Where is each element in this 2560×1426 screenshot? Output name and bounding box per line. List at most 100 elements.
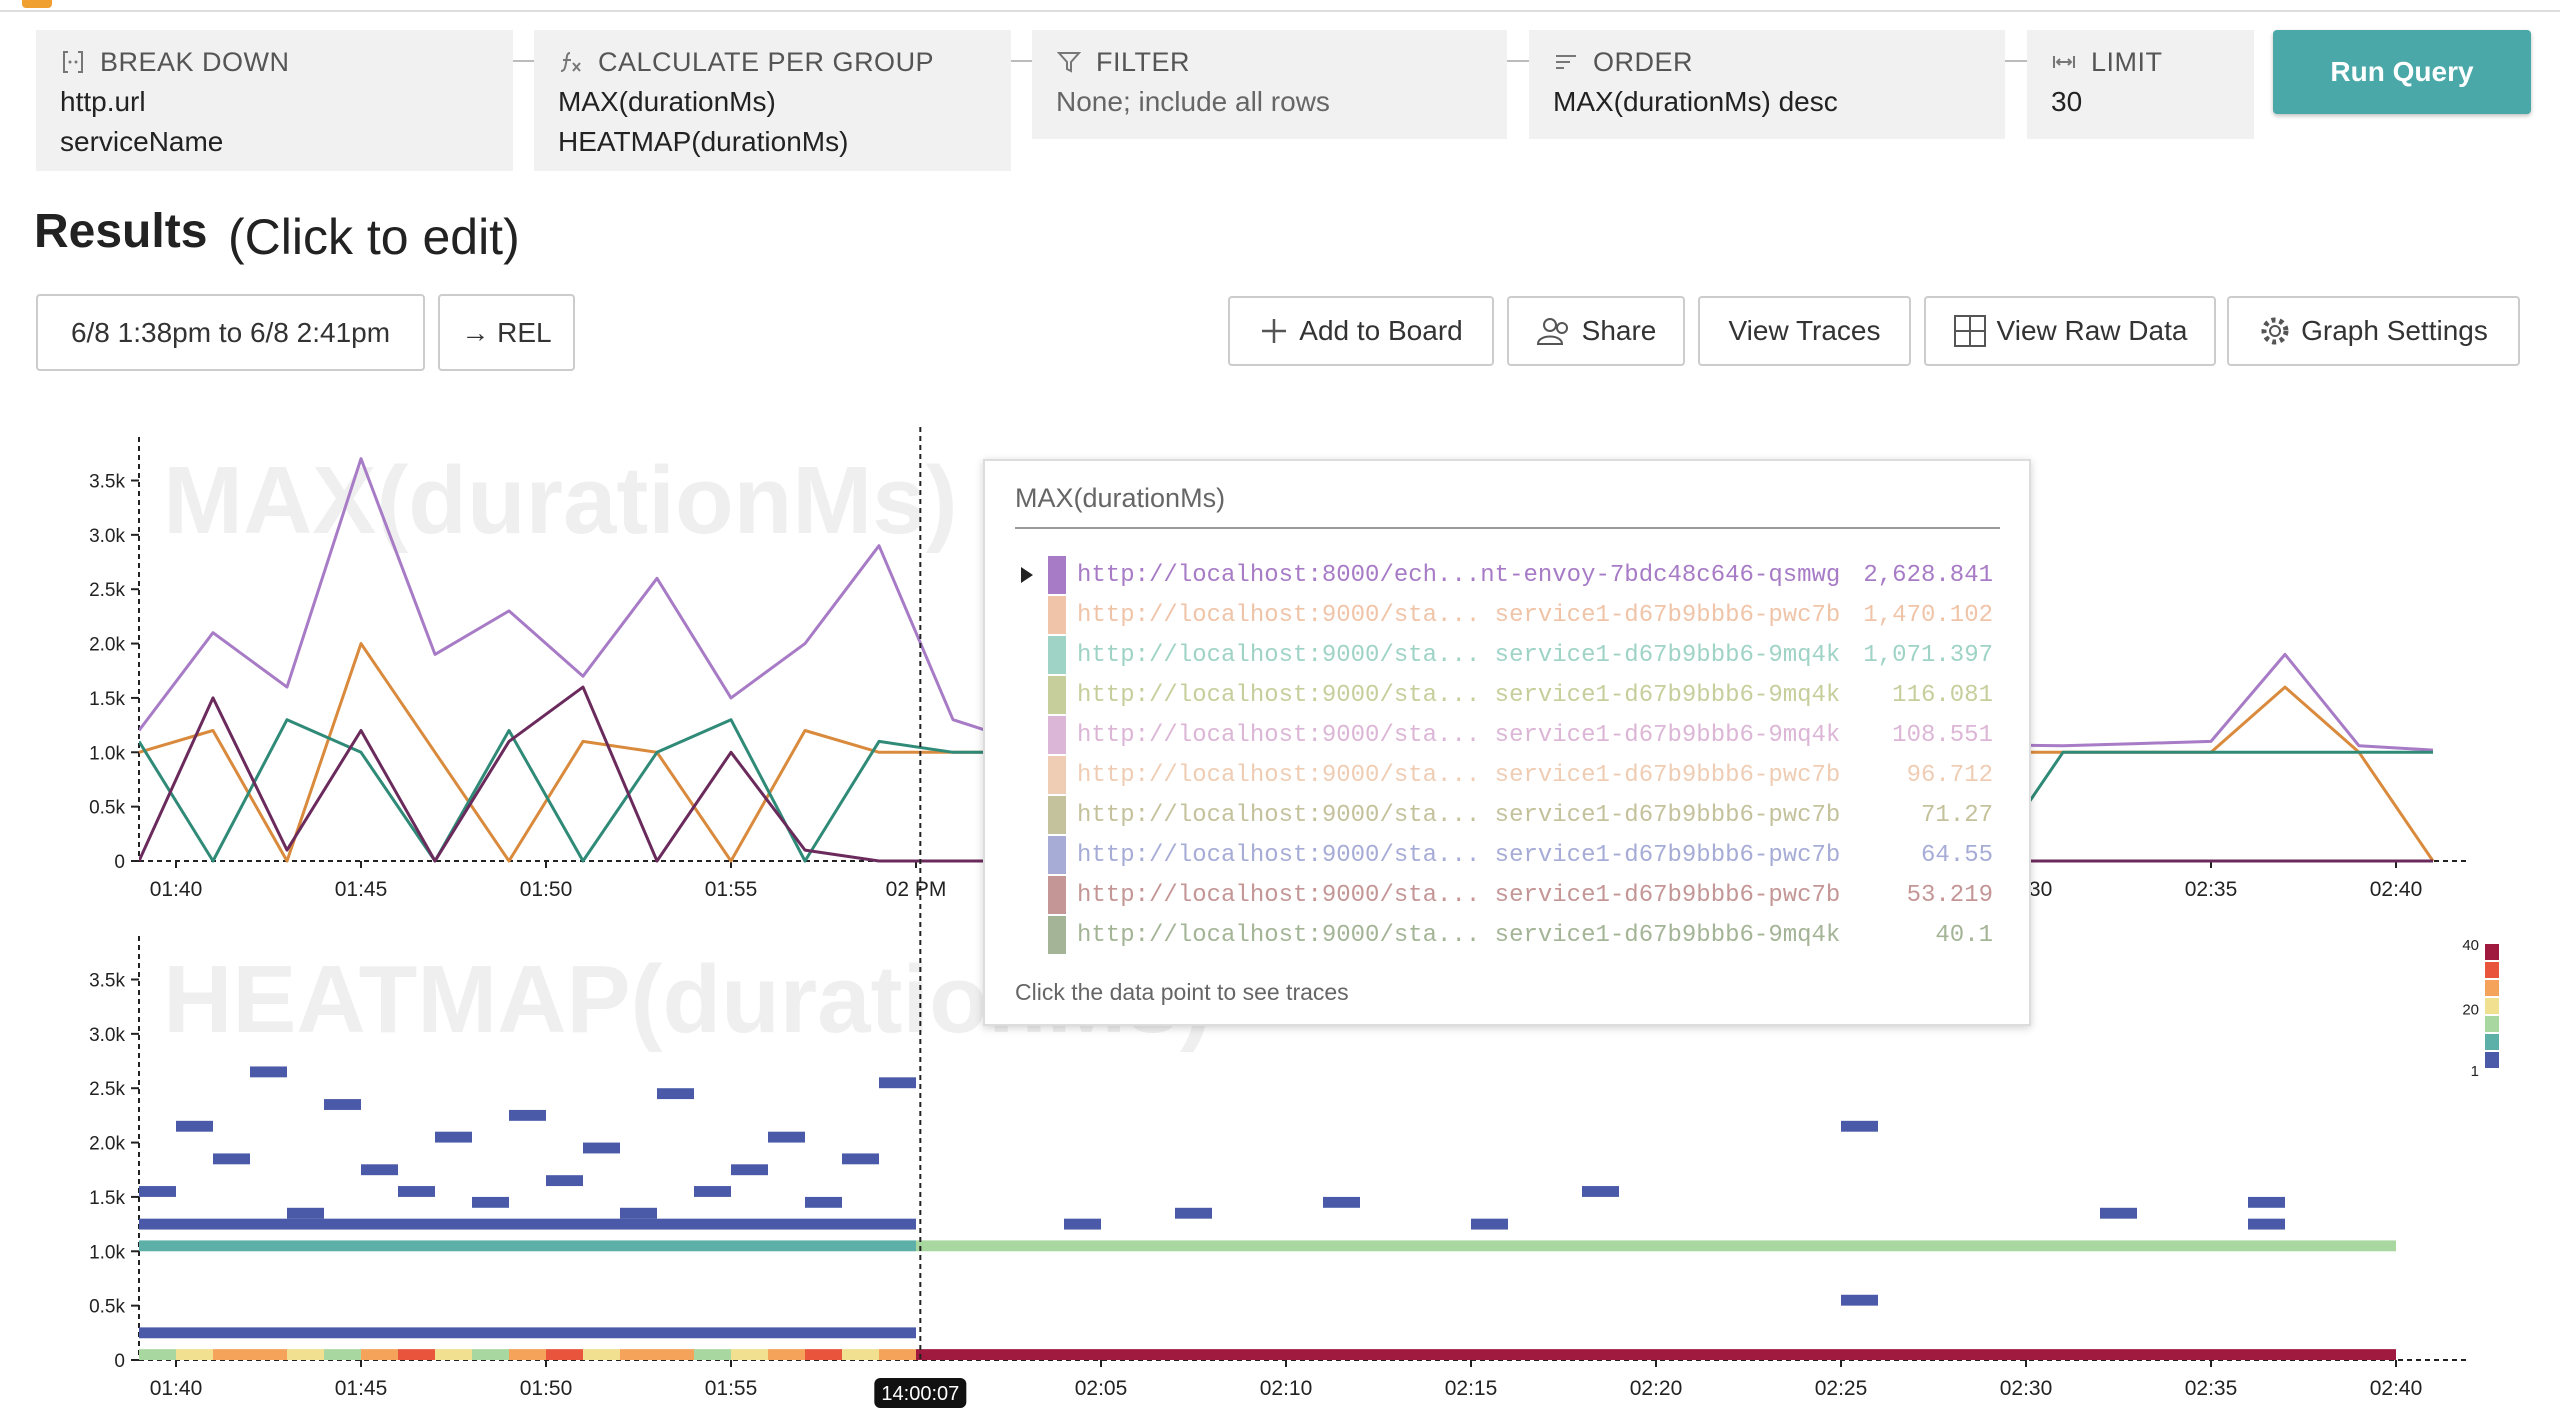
connector bbox=[1507, 60, 1529, 62]
tooltip-row[interactable]: http://localhost:9000/sta... service1-d6… bbox=[985, 715, 2033, 755]
heat-cell bbox=[287, 1218, 324, 1230]
tooltip-row[interactable]: http://localhost:9000/sta... service1-d6… bbox=[985, 875, 2033, 915]
heat-cell bbox=[1101, 1349, 1138, 1360]
heat-cell bbox=[509, 1218, 546, 1230]
tooltip: MAX(durationMs) Click the data point to … bbox=[983, 459, 2031, 1026]
heat-cell bbox=[731, 1164, 768, 1176]
heat-cell bbox=[731, 1327, 768, 1339]
heat-cell bbox=[2322, 1349, 2359, 1360]
heat-cell bbox=[694, 1349, 731, 1360]
heat-cell bbox=[805, 1196, 842, 1208]
section-item: http.url bbox=[60, 86, 146, 117]
row-value: 40.1 bbox=[1935, 922, 1993, 949]
share-button[interactable]: Share bbox=[1507, 296, 1685, 366]
heat-cell bbox=[435, 1327, 472, 1339]
heat-cell bbox=[657, 1218, 694, 1230]
limit-box[interactable]: LIMIT 30 bbox=[2027, 30, 2254, 139]
section-label: FILTER bbox=[1096, 47, 1191, 77]
heat-cell bbox=[1138, 1240, 1175, 1252]
breakdown-box[interactable]: BREAK DOWN http.url serviceName bbox=[36, 30, 513, 171]
heat-cell bbox=[472, 1349, 509, 1360]
tooltip-row[interactable]: http://localhost:9000/sta... service1-d6… bbox=[985, 795, 2033, 835]
run-query-button[interactable]: Run Query bbox=[2273, 30, 2531, 114]
view-traces-button[interactable]: View Traces bbox=[1698, 296, 1911, 366]
heat-cell bbox=[1175, 1240, 1212, 1252]
heat-cell bbox=[361, 1327, 398, 1339]
button-label: View Traces bbox=[1728, 315, 1881, 346]
heat-cell bbox=[2359, 1349, 2396, 1360]
heat-cell bbox=[2026, 1240, 2063, 1252]
tooltip-title: MAX(durationMs) bbox=[1015, 483, 1226, 513]
section-item: HEATMAP(durationMs) bbox=[558, 126, 849, 157]
x-tick-label: 02:15 bbox=[1445, 1377, 1498, 1400]
x-tick-label: 02 PM bbox=[886, 878, 947, 901]
tooltip-row[interactable]: http://localhost:8000/ech...nt-envoy-7bd… bbox=[985, 555, 2033, 595]
heat-cell bbox=[657, 1088, 694, 1100]
icon bbox=[1262, 319, 1287, 343]
relative-button[interactable]: → REL bbox=[438, 294, 575, 371]
x-tick-label: 02:25 bbox=[1815, 1377, 1868, 1400]
legend-swatch bbox=[2485, 1052, 2499, 1068]
graph-settings-button[interactable]: Graph Settings bbox=[2227, 296, 2520, 366]
heat-cell bbox=[509, 1109, 546, 1121]
y-tick-label: 1.0k bbox=[89, 743, 125, 764]
heat-cell bbox=[731, 1218, 768, 1230]
tooltip-row[interactable]: http://localhost:9000/sta... service1-d6… bbox=[985, 675, 2033, 715]
time-range-button[interactable]: 6/8 1:38pm to 6/8 2:41pm bbox=[36, 294, 425, 371]
y-tick-label: 0 bbox=[114, 1351, 125, 1372]
heat-cell bbox=[1397, 1240, 1434, 1252]
heat-cell bbox=[1878, 1240, 1915, 1252]
tooltip-row[interactable]: http://localhost:9000/sta... service1-d6… bbox=[985, 595, 2033, 635]
y-tick-label: 0 bbox=[114, 852, 125, 873]
heat-cell bbox=[139, 1327, 176, 1339]
expand-icon[interactable] bbox=[1021, 567, 1035, 583]
row-label: http://localhost:9000/sta... service1-d6… bbox=[1077, 922, 1841, 949]
x-tick-label: 02:40 bbox=[2370, 878, 2423, 901]
heat-cell bbox=[1064, 1349, 1101, 1360]
heat-cell bbox=[361, 1240, 398, 1252]
row-label: http://localhost:9000/sta... service1-d6… bbox=[1077, 722, 1841, 749]
view-raw-data-button[interactable]: View Raw Data bbox=[1924, 296, 2216, 366]
filter-box[interactable]: FILTER None; include all rows bbox=[1032, 30, 1507, 139]
heat-cell bbox=[1471, 1240, 1508, 1252]
heat-cell bbox=[324, 1349, 361, 1360]
connector bbox=[1011, 60, 1032, 62]
x-tick-label: 01:50 bbox=[520, 1377, 573, 1400]
y-tick-label: 2.5k bbox=[89, 580, 125, 601]
heat-cell bbox=[1989, 1240, 2026, 1252]
section-label: ORDER bbox=[1593, 47, 1694, 77]
y-tick-label: 3.5k bbox=[89, 471, 125, 492]
tooltip-row[interactable]: http://localhost:9000/sta... service1-d6… bbox=[985, 915, 2033, 955]
heat-cell bbox=[1952, 1240, 1989, 1252]
heat-cell bbox=[583, 1218, 620, 1230]
heat-cell bbox=[879, 1218, 916, 1230]
heat-cell bbox=[1730, 1240, 1767, 1252]
heat-cell bbox=[435, 1349, 472, 1360]
heat-cell bbox=[1027, 1349, 1064, 1360]
tooltip-row[interactable]: http://localhost:9000/sta... service1-d6… bbox=[985, 635, 2033, 675]
button-label: View Raw Data bbox=[1996, 315, 2188, 346]
heat-cell bbox=[1878, 1349, 1915, 1360]
heat-cell bbox=[2359, 1240, 2396, 1252]
heat-cell bbox=[1471, 1218, 1508, 1230]
heat-cell bbox=[1471, 1349, 1508, 1360]
tab-marker bbox=[22, 0, 52, 8]
heat-cell bbox=[1656, 1240, 1693, 1252]
heat-cell bbox=[176, 1120, 213, 1132]
heat-cell bbox=[398, 1240, 435, 1252]
icon bbox=[2053, 56, 2075, 68]
tooltip-row[interactable]: http://localhost:9000/sta... service1-d6… bbox=[985, 835, 2033, 875]
heat-cell bbox=[2248, 1218, 2285, 1230]
tooltip-row[interactable]: http://localhost:9000/sta... service1-d6… bbox=[985, 755, 2033, 795]
order-box[interactable]: ORDER MAX(durationMs) desc bbox=[1529, 30, 2005, 139]
heat-cell bbox=[1693, 1349, 1730, 1360]
add-to-board-button[interactable]: Add to Board bbox=[1228, 296, 1494, 366]
heat-cell bbox=[139, 1349, 176, 1360]
results-hint[interactable]: (Click to edit) bbox=[228, 209, 520, 265]
connector bbox=[513, 60, 534, 62]
heat-cell bbox=[731, 1349, 768, 1360]
legend-swatch bbox=[2485, 998, 2499, 1014]
heat-cell bbox=[2063, 1349, 2100, 1360]
heat-cell bbox=[768, 1327, 805, 1339]
calculate-box[interactable]: CALCULATE PER GROUP MAX(durationMs) HEAT… bbox=[534, 30, 1011, 171]
